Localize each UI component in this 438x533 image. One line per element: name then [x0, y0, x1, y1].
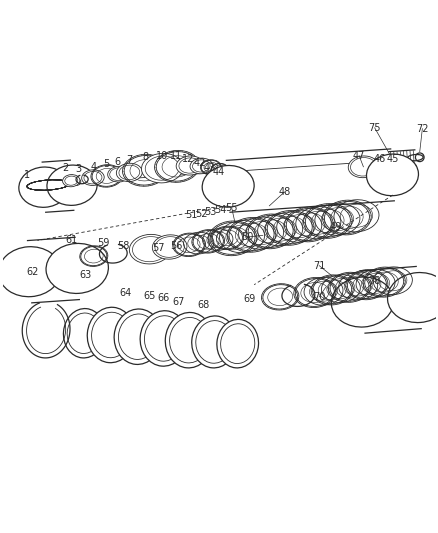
- Text: 10: 10: [156, 150, 168, 160]
- Ellipse shape: [152, 235, 187, 259]
- Text: 11: 11: [170, 151, 182, 161]
- Text: 67: 67: [172, 297, 184, 307]
- Ellipse shape: [387, 272, 438, 322]
- Text: 64: 64: [119, 287, 131, 297]
- Ellipse shape: [331, 277, 393, 327]
- Text: 53: 53: [204, 207, 216, 217]
- Ellipse shape: [176, 156, 203, 175]
- Ellipse shape: [216, 319, 258, 368]
- Text: 68: 68: [197, 300, 208, 310]
- Text: 55: 55: [225, 203, 237, 213]
- Text: 48: 48: [278, 187, 290, 197]
- Text: 72: 72: [415, 124, 427, 134]
- Text: 12: 12: [182, 154, 194, 164]
- Text: 8: 8: [141, 152, 148, 162]
- Text: 1: 1: [24, 171, 30, 181]
- Text: 42: 42: [193, 158, 206, 168]
- Ellipse shape: [191, 316, 237, 368]
- Ellipse shape: [81, 170, 104, 185]
- Ellipse shape: [19, 167, 69, 207]
- Text: 66: 66: [157, 293, 169, 303]
- Text: 6: 6: [114, 157, 120, 167]
- Text: 50: 50: [241, 232, 253, 242]
- Ellipse shape: [129, 235, 170, 264]
- Text: 61: 61: [65, 236, 77, 246]
- Text: 4: 4: [91, 162, 97, 172]
- Text: 56: 56: [170, 241, 182, 251]
- Text: 5: 5: [103, 159, 110, 169]
- Ellipse shape: [165, 312, 212, 368]
- Ellipse shape: [347, 156, 378, 177]
- Ellipse shape: [0, 247, 61, 297]
- Ellipse shape: [140, 311, 187, 366]
- Text: 62: 62: [26, 266, 39, 277]
- Ellipse shape: [63, 175, 80, 187]
- Text: 69: 69: [243, 294, 255, 304]
- Text: 43: 43: [203, 163, 215, 173]
- Ellipse shape: [63, 309, 105, 358]
- Text: 70: 70: [312, 292, 325, 302]
- Text: 63: 63: [79, 270, 91, 280]
- Ellipse shape: [141, 154, 183, 183]
- Ellipse shape: [116, 163, 142, 182]
- Text: 59: 59: [97, 238, 109, 248]
- Text: 45: 45: [386, 154, 398, 164]
- Text: 58: 58: [117, 241, 129, 251]
- Text: 2: 2: [62, 163, 69, 173]
- Text: 51: 51: [185, 211, 197, 220]
- Text: 49: 49: [329, 222, 341, 232]
- Text: 7: 7: [127, 155, 133, 165]
- Text: 47: 47: [352, 150, 364, 160]
- Ellipse shape: [107, 166, 130, 182]
- Text: 75: 75: [367, 123, 380, 133]
- Text: 3: 3: [75, 164, 81, 174]
- Ellipse shape: [47, 165, 97, 205]
- Ellipse shape: [190, 158, 212, 174]
- Text: 54: 54: [214, 205, 226, 215]
- Ellipse shape: [114, 309, 162, 365]
- Ellipse shape: [383, 158, 401, 170]
- Text: 78: 78: [367, 276, 380, 286]
- Text: 71: 71: [312, 261, 325, 271]
- Ellipse shape: [87, 307, 135, 362]
- Text: 44: 44: [212, 167, 224, 177]
- Ellipse shape: [369, 158, 391, 173]
- Text: 57: 57: [152, 243, 164, 253]
- Ellipse shape: [366, 154, 417, 196]
- Ellipse shape: [202, 165, 254, 207]
- Text: 46: 46: [373, 154, 385, 164]
- Text: 65: 65: [143, 291, 155, 301]
- Ellipse shape: [46, 244, 108, 294]
- Text: 52: 52: [194, 208, 207, 219]
